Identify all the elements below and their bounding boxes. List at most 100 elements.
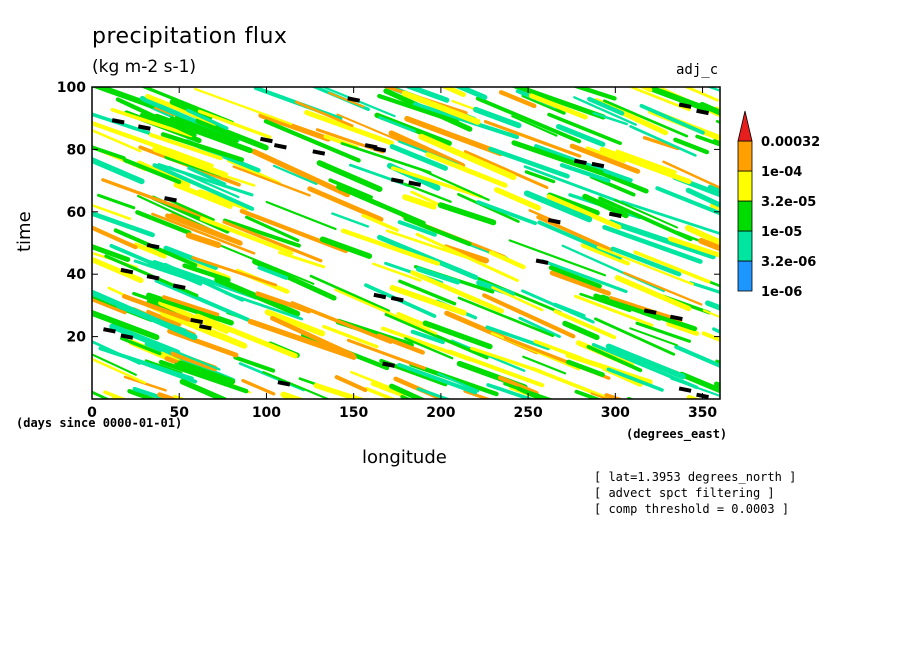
precip-streak <box>573 96 637 126</box>
precip-streak <box>169 116 239 144</box>
threshold-mark <box>312 149 326 156</box>
precip-streak <box>224 291 304 321</box>
threshold-mark <box>274 143 287 150</box>
precip-streak <box>173 182 233 209</box>
precip-streak <box>592 111 628 126</box>
threshold-mark <box>390 295 404 303</box>
precip-streak <box>191 256 278 287</box>
precip-streak <box>470 346 543 374</box>
precip-streak <box>491 286 544 312</box>
precip-streak <box>678 371 720 394</box>
x-tick-label: 250 <box>513 405 542 421</box>
precip-streak <box>110 107 193 138</box>
precip-streak <box>364 386 397 399</box>
precip-streak <box>629 125 697 157</box>
precip-streak <box>397 220 437 237</box>
precip-streak <box>674 344 720 369</box>
chart-label-right: adj_c <box>676 62 719 78</box>
precip-streak <box>152 163 255 211</box>
precip-streak <box>608 219 716 260</box>
precip-streak <box>410 329 445 345</box>
precip-streak <box>410 270 505 314</box>
precip-streak <box>372 262 422 282</box>
precip-streak <box>475 96 582 144</box>
precip-streak <box>523 165 625 205</box>
precip-streak <box>547 112 622 146</box>
precip-streak <box>699 101 720 116</box>
precip-streak <box>635 321 692 343</box>
precip-streak <box>135 210 192 235</box>
precip-streak <box>574 294 654 327</box>
precip-streak <box>511 115 558 137</box>
threshold-mark <box>260 136 273 144</box>
precip-streak <box>96 193 136 210</box>
precip-streak <box>666 321 700 336</box>
precip-streak <box>579 292 632 313</box>
colorbar-swatch <box>737 140 753 172</box>
precip-streak <box>151 212 256 255</box>
precip-streak <box>148 132 223 161</box>
y-tick-label: 20 <box>67 330 87 346</box>
precip-streak <box>214 276 301 317</box>
precip-streak <box>163 245 219 270</box>
annotation-lat: [ lat=1.3953 degrees_north ] <box>594 470 797 484</box>
precip-streak <box>346 338 426 370</box>
precip-streak <box>307 186 384 222</box>
precip-streak <box>255 291 312 314</box>
precip-streak <box>549 270 611 296</box>
threshold-mark <box>669 314 683 322</box>
threshold-mark <box>535 258 549 265</box>
threshold-mark <box>408 180 422 187</box>
precip-streak <box>160 132 245 162</box>
threshold-mark <box>103 327 116 334</box>
precip-streak <box>370 381 406 398</box>
precip-streak <box>384 312 489 360</box>
precip-streak <box>533 339 584 361</box>
precip-streak <box>585 146 626 164</box>
precip-streak <box>472 275 562 314</box>
precip-streak <box>596 245 694 286</box>
precip-streak <box>195 118 269 151</box>
precip-streak <box>437 372 480 393</box>
precip-streak <box>245 215 300 242</box>
precip-streak <box>546 194 622 230</box>
precip-streak <box>473 106 522 129</box>
precip-streak <box>574 389 603 399</box>
x-tick-label: 100 <box>252 405 281 421</box>
precip-streak <box>187 166 227 186</box>
precip-streak <box>482 293 576 339</box>
colorbar-swatch <box>737 170 753 202</box>
y-tick-label: 80 <box>67 142 87 158</box>
threshold-mark <box>643 308 657 315</box>
precip-streak <box>536 215 614 252</box>
precip-streak <box>316 160 383 192</box>
threshold-mark <box>373 146 387 153</box>
colorbar-label: 3.2e-06 <box>761 255 816 270</box>
precip-streak <box>185 232 222 249</box>
precip-streak <box>146 309 182 327</box>
plot-frame <box>91 86 721 400</box>
precip-streak <box>509 387 545 399</box>
precip-streak <box>120 336 162 356</box>
x-tick-label: 350 <box>688 405 717 421</box>
precip-streak <box>705 300 720 311</box>
precip-streak <box>714 106 720 111</box>
precip-streak <box>591 342 699 390</box>
precip-streak <box>522 355 567 375</box>
precip-streak <box>212 241 315 285</box>
precip-streak <box>662 160 720 190</box>
threshold-mark <box>190 317 204 325</box>
precip-streak <box>730 411 776 431</box>
precip-streak <box>736 339 794 361</box>
precip-streak <box>377 234 479 280</box>
precip-streak <box>483 119 582 158</box>
precip-streak <box>152 146 229 178</box>
precip-streak <box>548 265 602 289</box>
precip-streak <box>416 387 452 399</box>
precip-streak <box>233 355 276 373</box>
precip-streak <box>389 383 426 399</box>
threshold-mark <box>198 324 212 331</box>
precip-streak <box>340 228 441 266</box>
annotation-threshold: [ comp threshold = 0.0003 ] <box>594 502 790 516</box>
